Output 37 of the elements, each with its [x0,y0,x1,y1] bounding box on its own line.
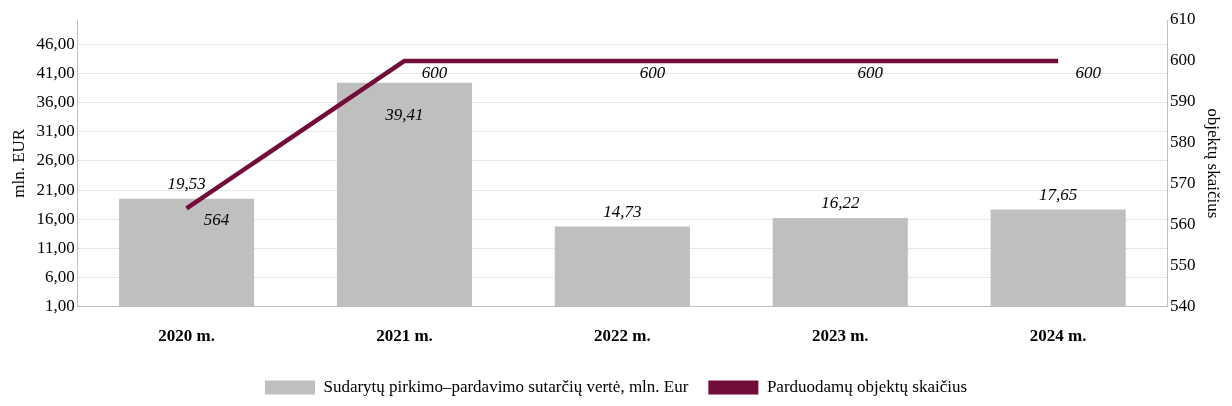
y-tick-label: 6,00 [44,266,75,286]
y-tick-label: 16,00 [36,208,75,228]
y-tick-label: 21,00 [36,179,75,199]
y-tick-label: 1,00 [44,296,75,316]
y-tick-label: 36,00 [36,92,75,112]
data-label: 600 [1075,62,1102,82]
y-tick-label: 46,00 [36,33,75,53]
x-tick-label: 2020 m. [158,326,215,346]
y2-axis-title: objektų skaičius [1204,108,1224,219]
y-tick-label: 26,00 [36,150,75,170]
data-label: 600 [639,62,666,82]
y-tick-label: 41,00 [36,63,75,83]
data-label: 564 [203,210,230,230]
x-tick-label: 2024 m. [1029,326,1087,346]
legend-label: Parduodamų objektų skaičius [766,376,968,396]
y2-tick-label: 590 [1170,91,1196,111]
y-tick-label: 31,00 [36,121,75,141]
x-tick-label: 2021 m. [376,326,433,346]
y2-tick-label: 600 [1170,50,1196,70]
y2-tick-label: 540 [1170,296,1196,316]
y2-tick-label: 560 [1170,214,1196,234]
data-label: 17,65 [1039,184,1078,204]
y-axis-title: mln. EUR [8,128,28,198]
data-label: 600 [421,62,448,82]
y2-tick-label: 550 [1170,255,1196,275]
y-tick-label: 11,00 [37,237,75,257]
data-label: 19,53 [167,173,206,193]
y2-tick-label: 610 [1170,9,1196,29]
y2-tick-label: 580 [1170,132,1196,152]
data-label: 14,73 [603,201,642,221]
x-tick-label: 2022 m. [594,326,651,346]
data-label: 39,41 [384,104,424,124]
data-label: 16,22 [821,192,860,212]
data-label: 600 [857,62,884,82]
x-tick-label: 2023 m. [811,326,869,346]
y2-tick-label: 570 [1170,173,1196,193]
legend-label: Sudarytų pirkimo–pardavimo sutarčių vertė, mln. Eur [323,376,689,396]
